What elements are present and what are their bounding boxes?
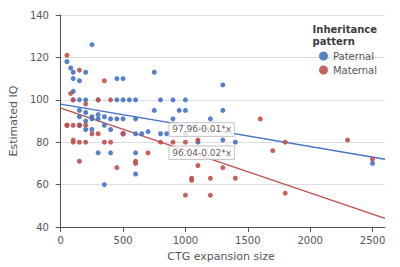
svg-text:1000: 1000: [173, 235, 198, 246]
svg-text:Inheritance: Inheritance: [313, 24, 378, 35]
svg-text:Estimated IQ: Estimated IQ: [7, 85, 20, 156]
svg-text:2500: 2500: [360, 235, 385, 246]
svg-text:1500: 1500: [235, 235, 260, 246]
svg-text:2000: 2000: [297, 235, 322, 246]
svg-text:80: 80: [36, 137, 49, 148]
svg-text:60: 60: [36, 179, 49, 190]
svg-text:500: 500: [114, 235, 133, 246]
svg-text:96.04-0.02*x: 96.04-0.02*x: [172, 148, 232, 158]
svg-text:CTG expansion size: CTG expansion size: [167, 250, 275, 263]
svg-text:pattern: pattern: [313, 36, 355, 47]
svg-text:Maternal: Maternal: [333, 65, 377, 76]
svg-text:100: 100: [30, 94, 49, 105]
svg-text:Paternal: Paternal: [333, 51, 374, 62]
svg-text:0: 0: [58, 235, 64, 246]
svg-text:120: 120: [30, 52, 49, 63]
svg-text:140: 140: [30, 10, 49, 21]
svg-text:40: 40: [36, 222, 49, 233]
svg-text:97.96-0.01*x: 97.96-0.01*x: [172, 124, 232, 134]
